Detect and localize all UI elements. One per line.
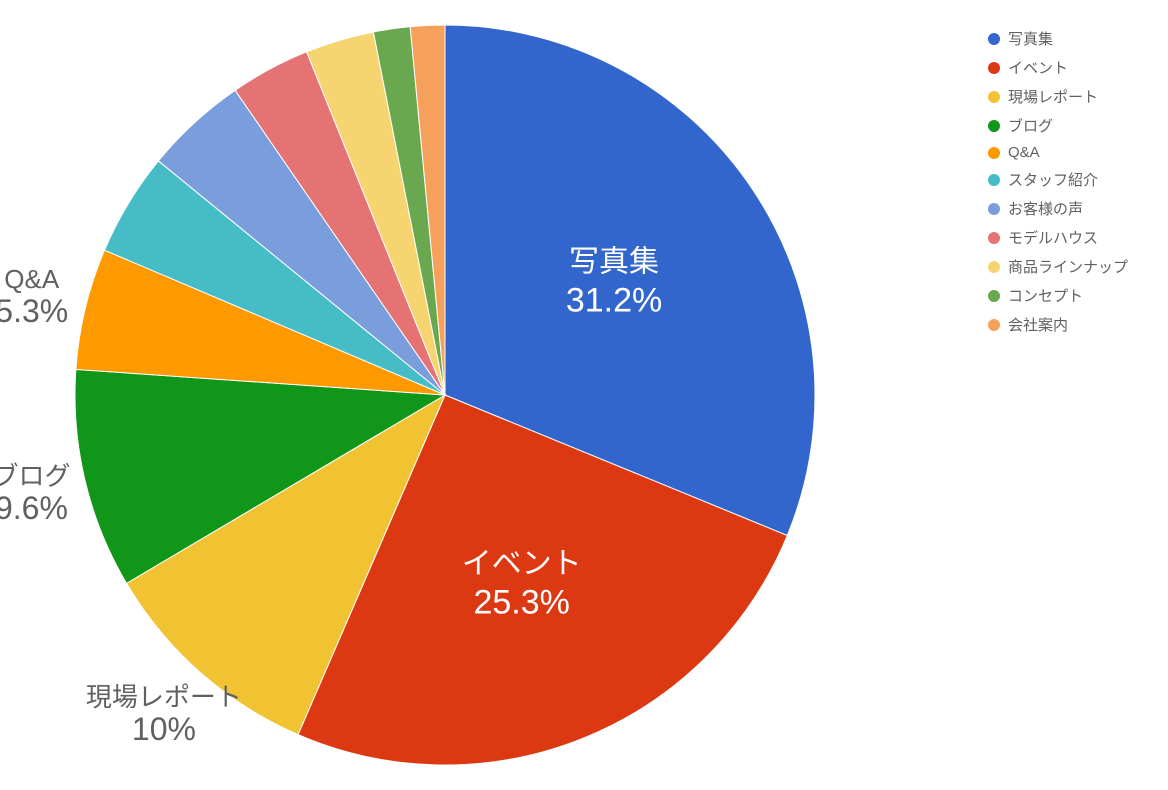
pie-chart-svg: 写真集31.2% イベント25.3% 現場レポート10% ブログ9.6% Q&A5.3%: [0, 0, 920, 790]
legend: 写真集イベント現場レポートブログ Q&A スタッフ紹介お客様の声モデルハウス商品ライ…: [988, 28, 1128, 335]
legend-item: Q&A: [988, 144, 1128, 161]
legend-label: Q&A: [1008, 144, 1040, 161]
slice-label-pct: 31.2%: [566, 282, 662, 320]
slice-label-name: ブログ: [0, 461, 70, 491]
legend-label: ブログ: [1008, 115, 1053, 136]
legend-item: 会社案内: [988, 314, 1128, 335]
legend-label: スタッフ紹介: [1008, 169, 1098, 190]
legend-label: 写真集: [1008, 28, 1053, 49]
legend-item: コンセプト: [988, 285, 1128, 306]
slice-label-pct: 25.3%: [473, 583, 569, 621]
legend-swatch: [988, 261, 1000, 273]
slice-label-pct: 9.6%: [0, 490, 68, 526]
legend-item: 商品ラインナップ: [988, 256, 1128, 277]
legend-item: 写真集: [988, 28, 1128, 49]
slice-label-pct: 5.3%: [0, 293, 68, 329]
legend-item: 現場レポート: [988, 86, 1128, 107]
pie-chart-container: 写真集31.2% イベント25.3% 現場レポート10% ブログ9.6% Q&A5.3%: [0, 0, 920, 790]
legend-label: コンセプト: [1008, 285, 1083, 306]
slice-label-name: 写真集: [569, 246, 659, 279]
legend-label: 会社案内: [1008, 314, 1068, 335]
legend-label: モデルハウス: [1008, 227, 1098, 248]
legend-label: 現場レポート: [1008, 86, 1098, 107]
slice-label-name: イベント: [462, 547, 582, 580]
slice-label-name: 現場レポート: [86, 682, 242, 712]
legend-swatch: [988, 319, 1000, 331]
legend-label: イベント: [1008, 57, 1068, 78]
legend-swatch: [988, 62, 1000, 74]
legend-item: モデルハウス: [988, 227, 1128, 248]
legend-swatch: [988, 120, 1000, 132]
legend-swatch: [988, 290, 1000, 302]
legend-item: スタッフ紹介: [988, 169, 1128, 190]
legend-swatch: [988, 147, 1000, 159]
legend-swatch: [988, 203, 1000, 215]
slice-label-name: Q&A: [4, 264, 60, 294]
legend-swatch: [988, 33, 1000, 45]
legend-swatch: [988, 174, 1000, 186]
slice-label-pct: 10%: [132, 711, 196, 747]
legend-label: 商品ラインナップ: [1008, 256, 1128, 277]
legend-item: ブログ: [988, 115, 1128, 136]
legend-swatch: [988, 91, 1000, 103]
legend-swatch: [988, 232, 1000, 244]
legend-item: お客様の声: [988, 198, 1128, 219]
legend-item: イベント: [988, 57, 1128, 78]
legend-label: お客様の声: [1008, 198, 1083, 219]
